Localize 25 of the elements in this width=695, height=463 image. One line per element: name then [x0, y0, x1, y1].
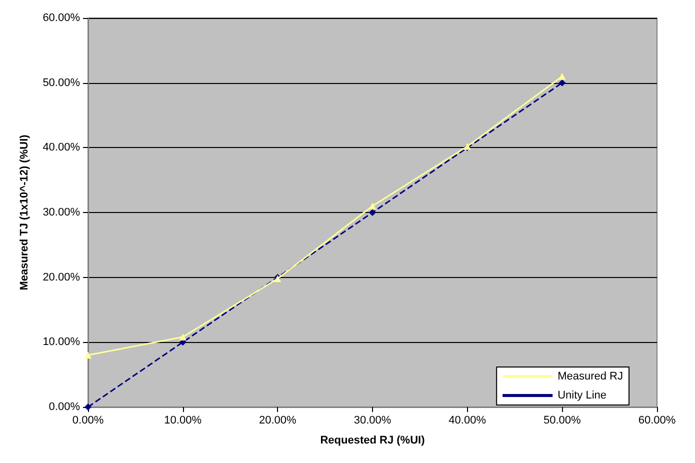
x-tick-label: 10.00%	[164, 414, 202, 426]
y-tick-label: 30.00%	[42, 206, 80, 218]
x-axis-title: Requested RJ (%UI)	[320, 434, 426, 446]
point	[179, 333, 186, 340]
y-tick-label: 20.00%	[42, 271, 80, 284]
x-tick-label: 50.00%	[544, 414, 582, 426]
y-tick-label: 60.00%	[42, 12, 80, 24]
legend-label: Measured RJ	[558, 370, 624, 382]
point	[84, 404, 92, 410]
point	[369, 202, 376, 210]
x-tick-label: 60.00%	[638, 414, 676, 426]
y-tick-label: 10.00%	[42, 336, 80, 348]
x-tick-label: 30.00%	[354, 414, 392, 426]
point	[369, 209, 376, 216]
x-tick-label: 20.00%	[259, 414, 297, 426]
y-axis-title: Measured TJ (1x10^-12) (%UI)	[18, 134, 30, 290]
point	[558, 72, 566, 80]
x-tick-label: 0.00%	[72, 414, 104, 426]
point	[84, 352, 92, 359]
legend-label: Unity Line	[558, 390, 607, 402]
y-tick-label: 40.00%	[42, 142, 80, 154]
point	[558, 79, 566, 86]
x-tick-label: 40.00%	[448, 414, 486, 426]
y-tick-label: 50.00%	[42, 76, 80, 89]
y-tick-label: 0.00%	[48, 401, 80, 413]
